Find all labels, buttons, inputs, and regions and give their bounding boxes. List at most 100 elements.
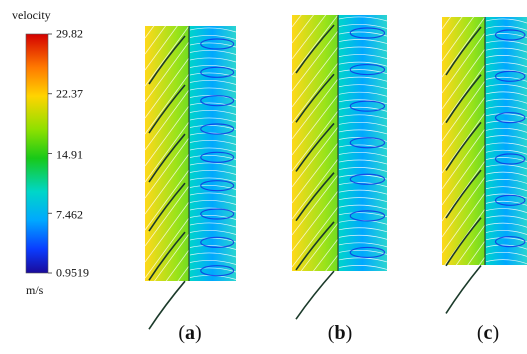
streamline — [338, 174, 388, 180]
streamline — [189, 72, 237, 78]
blade — [445, 264, 482, 314]
streamline — [189, 102, 237, 108]
streamline — [291, 94, 339, 156]
streamline — [144, 281, 190, 343]
legend-unit: m/s — [26, 283, 44, 297]
streamline — [485, 237, 527, 243]
streamline — [189, 177, 237, 183]
vortex — [349, 246, 386, 259]
colorbar-tick-label-1: 22.37 — [56, 86, 83, 101]
blade — [295, 172, 335, 222]
streamline — [485, 200, 527, 206]
vortex — [349, 63, 386, 76]
streamline — [485, 106, 527, 111]
streamline — [485, 186, 527, 192]
streamline — [189, 132, 237, 138]
streamline — [441, 160, 486, 222]
streamline — [485, 25, 527, 31]
vortex — [349, 173, 386, 185]
streamline — [485, 69, 527, 75]
streamline — [338, 152, 388, 157]
blade — [295, 73, 335, 123]
colorbar-tick-label-4: 0.9519 — [56, 265, 89, 280]
streamline — [291, 0, 326, 44]
streamline — [485, 84, 527, 89]
streamline — [189, 200, 237, 205]
blade — [295, 122, 335, 172]
streamline — [144, 0, 162, 23]
streamline — [144, 41, 190, 103]
streamline — [441, 32, 486, 94]
streamline — [338, 24, 388, 29]
vortex — [200, 265, 235, 277]
streamline — [338, 129, 388, 135]
streamline — [485, 40, 527, 46]
streamline — [144, 265, 190, 327]
streamline — [189, 245, 237, 250]
streamline — [291, 286, 339, 348]
streamline — [144, 89, 190, 151]
streamline — [144, 233, 190, 295]
streamline — [338, 106, 388, 112]
panel-a — [144, 0, 237, 354]
streamline — [189, 87, 237, 93]
blade — [148, 84, 186, 134]
blade — [445, 169, 482, 219]
caption-a: (a) — [178, 322, 202, 344]
blade — [295, 270, 335, 320]
streamline — [485, 222, 527, 228]
streamline — [485, 62, 527, 68]
streamline — [485, 55, 527, 60]
streamline — [485, 47, 527, 53]
streamline — [485, 98, 527, 104]
streamline — [485, 149, 527, 155]
streamline — [441, 176, 486, 238]
streamline — [189, 252, 237, 258]
streamline — [441, 80, 486, 142]
streamline — [144, 137, 190, 199]
streamline — [144, 201, 190, 263]
streamline — [338, 84, 388, 90]
streamline — [144, 25, 190, 87]
streamline — [291, 0, 314, 28]
colorbar-tick-label-2: 14.91 — [56, 147, 83, 162]
streamline — [189, 65, 237, 70]
vortex — [349, 27, 386, 39]
colorbar-tick-label-3: 7.462 — [56, 207, 83, 222]
colorbar-ticks — [48, 33, 52, 274]
caption-letter-a: a — [185, 322, 195, 344]
vortex — [494, 29, 526, 41]
colorbar-tick-label-0: 29.82 — [56, 26, 83, 41]
streamline — [291, 126, 339, 188]
streamline — [485, 164, 527, 170]
streamline — [291, 110, 339, 172]
caption-letter-b: b — [334, 322, 346, 344]
blade — [148, 182, 186, 232]
streamline — [441, 240, 486, 302]
streamline — [485, 18, 527, 24]
streamline — [485, 171, 527, 177]
streamline — [338, 39, 388, 44]
streamline — [441, 272, 486, 334]
streamline — [144, 73, 190, 135]
streamline — [144, 121, 190, 183]
streamline — [441, 48, 486, 110]
streamline — [291, 206, 339, 268]
streamline — [441, 128, 486, 190]
streamline — [291, 78, 339, 140]
streamline — [441, 0, 475, 46]
streamline — [338, 242, 388, 248]
streamline — [441, 96, 486, 158]
vortex — [200, 208, 235, 220]
streamline — [338, 204, 388, 210]
vortex — [494, 194, 526, 206]
streamline — [291, 270, 339, 332]
streamline — [485, 208, 527, 213]
panel-c — [441, 0, 527, 350]
streamline — [485, 215, 527, 221]
vortex — [494, 236, 526, 248]
vortex — [200, 38, 235, 50]
streamline — [338, 182, 388, 187]
streamline — [144, 105, 190, 167]
streamline — [485, 251, 527, 257]
